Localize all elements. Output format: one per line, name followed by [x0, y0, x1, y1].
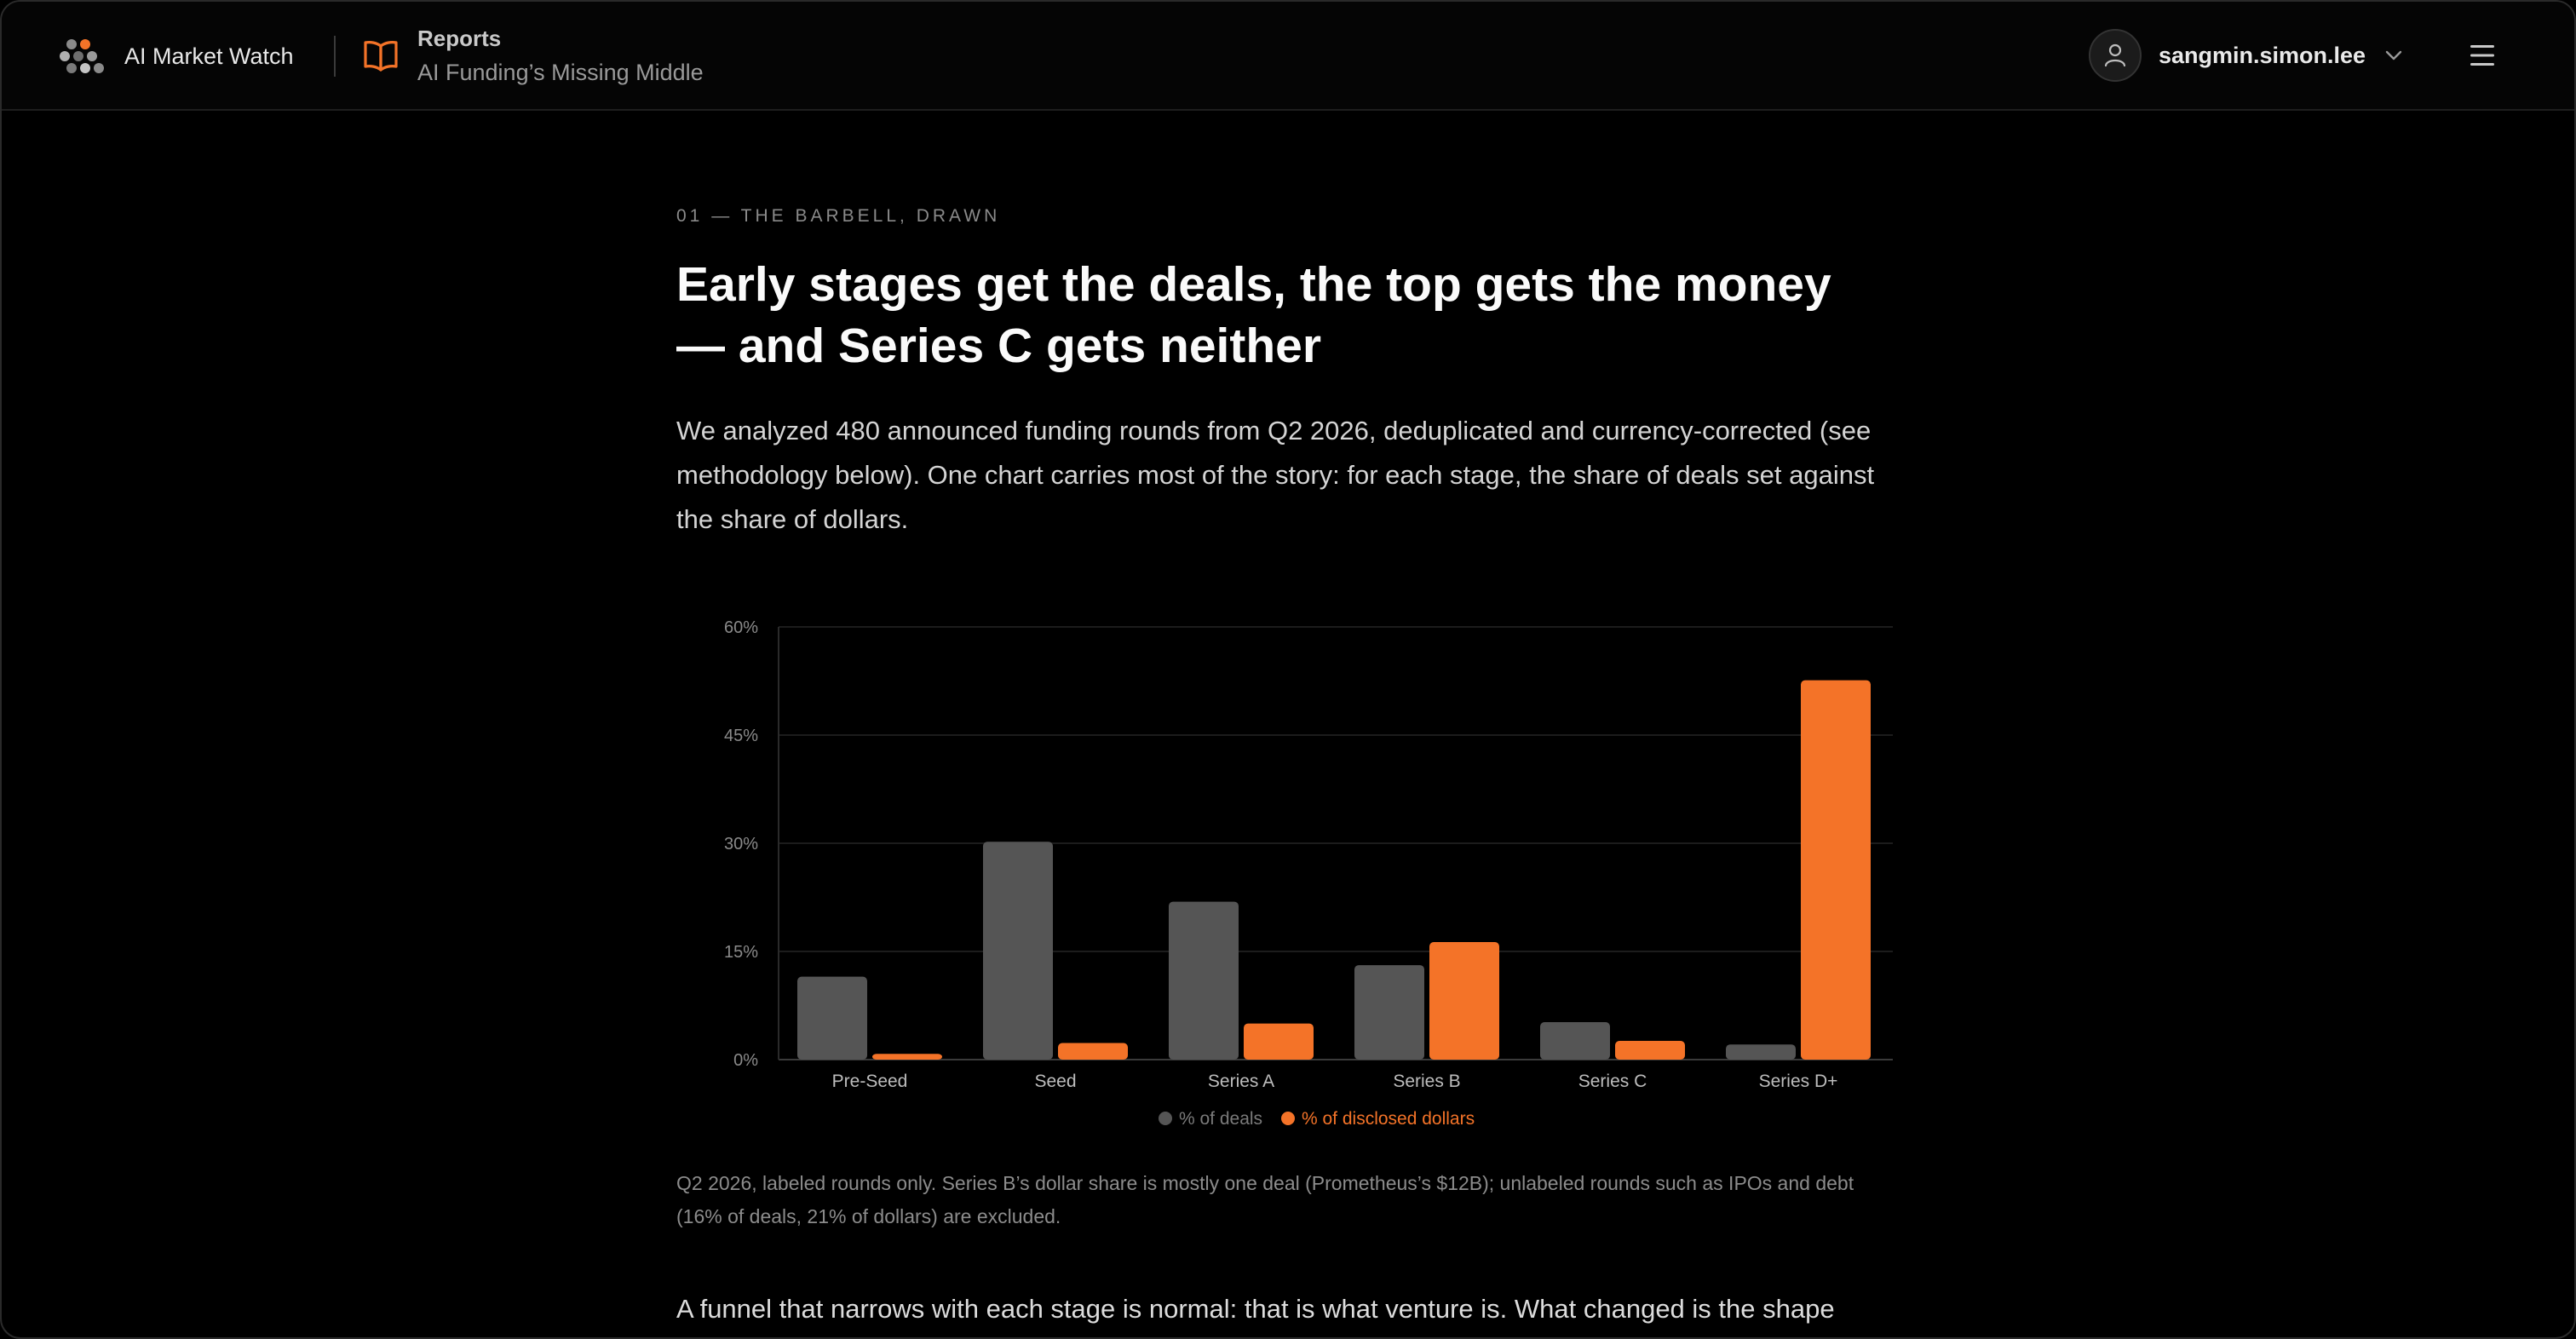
- y-tick-label: 45%: [724, 727, 758, 745]
- top-bar: AI Market Watch Reports AI Funding’s Mis…: [2, 2, 2574, 111]
- legend-swatch-dollars: [1281, 1112, 1295, 1125]
- x-tick-label: Series A: [1208, 1072, 1274, 1091]
- bar-series-d--deals: [1726, 1044, 1796, 1060]
- open-book-icon: [364, 41, 398, 72]
- user-icon: [2104, 43, 2126, 67]
- bar-pre-seed-dollars: [872, 1054, 942, 1060]
- chart-caption: Q2 2026, labeled rounds only. Series B’s…: [676, 1172, 1854, 1227]
- breadcrumb-section-reports[interactable]: Reports: [417, 26, 502, 51]
- hex-cluster-logo: [60, 39, 104, 73]
- article-body-paragraph: A funnel that narrows with each stage is…: [676, 1294, 1835, 1324]
- chevron-down-icon: [2385, 50, 2402, 60]
- bar-series-a-dollars: [1244, 1023, 1314, 1060]
- brand-name: AI Market Watch: [124, 43, 294, 69]
- article: 01 — THE BARBELL, DRAWN Early stages get…: [676, 206, 1886, 542]
- legend-label-deals: % of deals: [1179, 1109, 1262, 1129]
- bar-series-b-dollars: [1429, 941, 1499, 1060]
- bar-series-d--dollars: [1801, 680, 1871, 1060]
- x-tick-label: Series B: [1393, 1072, 1460, 1091]
- y-tick-label: 15%: [724, 943, 758, 962]
- legend-label-dollars: % of disclosed dollars: [1302, 1109, 1475, 1129]
- x-tick-label: Series D+: [1759, 1072, 1838, 1091]
- y-tick-label: 30%: [724, 835, 758, 853]
- chart-svg: 0% 15% 30% 45% 60% Pre-Seed Seed Series A Series…: [724, 618, 1893, 1129]
- avatar: [2089, 29, 2142, 82]
- breadcrumb-page-title: AI Funding’s Missing Middle: [417, 60, 704, 85]
- x-tick-label: Pre-Seed: [832, 1072, 908, 1091]
- username: sangmin.simon.lee: [2159, 42, 2366, 68]
- x-tick-label: Series C: [1578, 1072, 1647, 1091]
- bar-pre-seed-deals: [797, 976, 867, 1060]
- x-tick-label: Seed: [1034, 1072, 1076, 1091]
- y-tick-label: 0%: [733, 1051, 758, 1070]
- brand-link[interactable]: AI Market Watch: [60, 34, 294, 78]
- user-menu-button[interactable]: sangmin.simon.lee: [2089, 29, 2403, 82]
- header-divider: [334, 36, 336, 77]
- article-headline: Early stages get the deals, the top gets…: [676, 257, 1831, 373]
- bar-series-c-dollars: [1615, 1040, 1685, 1060]
- hamburger-menu-icon[interactable]: [2469, 43, 2496, 68]
- bar-series-c-deals: [1540, 1021, 1610, 1060]
- article-lede: We analyzed 480 announced funding rounds…: [676, 416, 1875, 534]
- y-tick-label: 60%: [724, 618, 758, 637]
- bar-series-a-deals: [1169, 901, 1239, 1060]
- legend-swatch-deals: [1159, 1112, 1172, 1125]
- section-eyebrow: 01 — THE BARBELL, DRAWN: [676, 206, 1001, 226]
- stage-share-chart: 0% 15% 30% 45% 60% Pre-Seed Seed Series A Series…: [676, 612, 1895, 1150]
- bar-seed-deals: [983, 842, 1053, 1060]
- bar-seed-dollars: [1058, 1043, 1128, 1060]
- bar-series-b-deals: [1354, 965, 1424, 1060]
